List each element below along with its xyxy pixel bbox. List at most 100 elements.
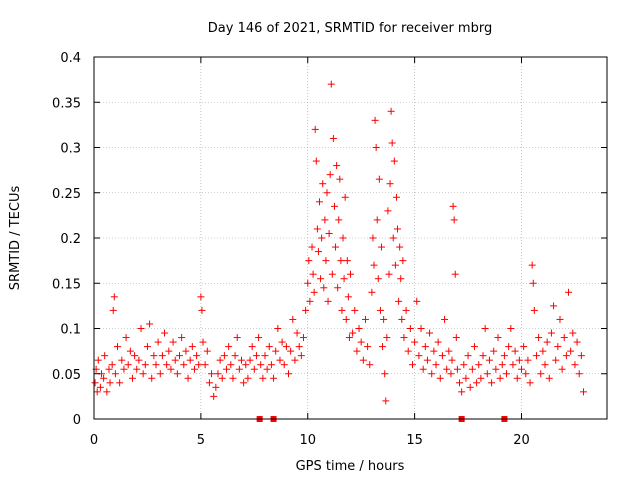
data-point <box>248 343 256 351</box>
data-point <box>473 379 481 387</box>
data-point <box>386 180 394 188</box>
data-point <box>353 347 361 355</box>
data-point <box>466 383 474 391</box>
data-point <box>110 293 118 301</box>
data-point <box>355 325 363 332</box>
data-point <box>357 338 365 346</box>
data-point <box>186 356 194 364</box>
y-tick-label: 0.05 <box>52 368 81 383</box>
data-point <box>156 370 164 378</box>
plot-frame <box>93 56 608 420</box>
data-point <box>458 388 466 396</box>
data-point <box>560 334 568 342</box>
data-point <box>373 216 381 224</box>
data-point <box>272 347 280 355</box>
data-point <box>539 347 547 355</box>
data-point <box>505 343 513 351</box>
data-point <box>432 361 440 369</box>
data-point <box>377 243 385 251</box>
data-point <box>569 329 577 337</box>
data-point <box>282 343 290 351</box>
data-point <box>336 175 344 183</box>
y-tick-label: 0.25 <box>52 187 81 202</box>
data-point <box>535 334 543 342</box>
data-point <box>456 379 464 387</box>
data-point <box>94 356 102 364</box>
data-point <box>109 306 117 314</box>
data-point <box>380 315 388 323</box>
data-point <box>263 365 271 373</box>
data-point <box>395 297 403 305</box>
data-point <box>171 356 179 364</box>
x-tick-label: 5 <box>197 433 205 448</box>
data-point <box>146 320 154 328</box>
data-point <box>470 343 478 351</box>
data-point <box>400 334 408 342</box>
data-point <box>337 257 345 265</box>
data-point <box>490 347 498 355</box>
data-point <box>428 370 436 378</box>
data-point <box>276 356 284 364</box>
data-point <box>404 347 412 355</box>
data-point <box>101 352 109 360</box>
data-point <box>178 334 186 342</box>
data-point <box>93 388 101 396</box>
data-point <box>453 365 461 373</box>
data-point <box>190 365 198 373</box>
data-point <box>579 388 587 396</box>
data-point <box>530 306 538 314</box>
data-point <box>430 347 438 355</box>
data-point <box>214 370 222 378</box>
data-point <box>124 361 132 369</box>
data-point <box>509 361 517 369</box>
data-point <box>229 374 237 382</box>
data-point <box>325 229 333 237</box>
data-point <box>198 306 206 314</box>
data-point <box>265 343 273 351</box>
y-tick-label: 0.2 <box>60 232 81 247</box>
data-point <box>328 270 336 278</box>
data-point <box>250 365 258 373</box>
data-point <box>270 374 278 382</box>
data-point <box>399 257 407 265</box>
data-point <box>231 352 239 360</box>
data-point <box>479 352 487 360</box>
data-point <box>173 370 181 378</box>
data-point <box>421 343 429 351</box>
data-point <box>434 338 442 346</box>
data-point <box>143 343 151 351</box>
data-point <box>148 374 156 382</box>
data-point <box>158 352 166 360</box>
data-point <box>255 334 263 342</box>
data-point <box>518 365 525 373</box>
data-point <box>122 334 130 342</box>
data-point <box>339 234 347 242</box>
data-point <box>366 361 374 369</box>
data-point <box>415 352 423 360</box>
data-point <box>389 234 397 242</box>
data-point <box>227 361 235 369</box>
data-point <box>285 370 293 378</box>
data-point <box>413 297 421 305</box>
data-point <box>558 365 566 373</box>
data-point <box>341 193 349 201</box>
x-tick-label: 0 <box>90 433 98 448</box>
data-point <box>385 270 393 278</box>
data-point <box>537 370 545 378</box>
data-point <box>417 325 425 332</box>
data-point <box>108 361 116 369</box>
data-point <box>103 388 111 396</box>
data-point <box>128 374 136 382</box>
data-point <box>225 343 233 351</box>
data-point <box>165 347 173 355</box>
data-point <box>511 347 519 355</box>
data-point <box>550 302 558 310</box>
data-point <box>575 370 583 378</box>
data-point <box>369 234 377 242</box>
data-point <box>137 325 145 332</box>
data-point <box>340 275 348 283</box>
data-point <box>135 356 143 364</box>
data-point <box>96 383 104 391</box>
data-point <box>326 171 334 179</box>
data-point <box>503 370 511 378</box>
